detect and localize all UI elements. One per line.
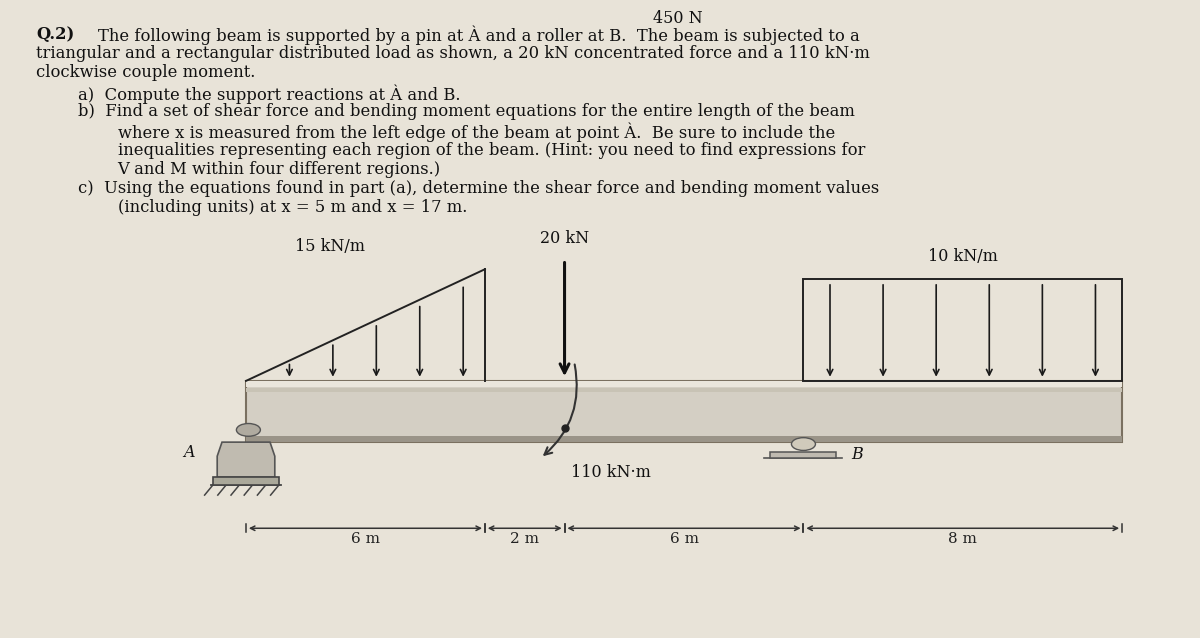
- Text: 8 m: 8 m: [948, 532, 977, 546]
- Text: Q.2): Q.2): [36, 26, 74, 43]
- Text: a)  Compute the support reactions at À and B.: a) Compute the support reactions at À an…: [78, 84, 461, 104]
- Text: 6 m: 6 m: [670, 532, 698, 546]
- Text: 15 kN/m: 15 kN/m: [295, 238, 365, 255]
- Text: clockwise couple moment.: clockwise couple moment.: [36, 64, 256, 81]
- Text: inequalities representing each region of the beam. (Hint: you need to find expre: inequalities representing each region of…: [118, 142, 865, 159]
- Text: 450 N: 450 N: [653, 10, 703, 27]
- Bar: [214, 477, 278, 485]
- Circle shape: [792, 438, 816, 450]
- Text: A: A: [184, 444, 194, 461]
- Text: 2 m: 2 m: [510, 532, 539, 546]
- Text: 20 kN: 20 kN: [540, 230, 589, 247]
- Circle shape: [236, 424, 260, 436]
- Text: 10 kN/m: 10 kN/m: [928, 248, 997, 265]
- Bar: [246, 381, 1122, 442]
- Bar: [246, 388, 1122, 392]
- Text: The following beam is supported by a pin at À and a roller at B.  The beam is su: The following beam is supported by a pin…: [98, 26, 860, 45]
- Polygon shape: [217, 442, 275, 477]
- Text: where x is measured from the left edge of the beam at point À.  Be sure to inclu: where x is measured from the left edge o…: [118, 122, 835, 142]
- Bar: [770, 452, 836, 458]
- Bar: [246, 436, 1122, 442]
- Bar: [804, 279, 1122, 381]
- Text: 110 kN·m: 110 kN·m: [570, 464, 650, 482]
- Text: (including units) at x = 5 m and x = 17 m.: (including units) at x = 5 m and x = 17 …: [118, 199, 467, 216]
- Text: c)  Using the equations found in part (a), determine the shear force and bending: c) Using the equations found in part (a)…: [78, 180, 880, 197]
- Text: triangular and a rectangular distributed load as shown, a 20 kN concentrated for: triangular and a rectangular distributed…: [36, 45, 870, 62]
- Text: b)  Find a set of shear force and bending moment equations for the entire length: b) Find a set of shear force and bending…: [78, 103, 854, 121]
- Bar: [246, 381, 1122, 387]
- Text: B: B: [851, 447, 863, 463]
- Text: 6 m: 6 m: [350, 532, 380, 546]
- Text: V and M within four different regions.): V and M within four different regions.): [118, 161, 440, 178]
